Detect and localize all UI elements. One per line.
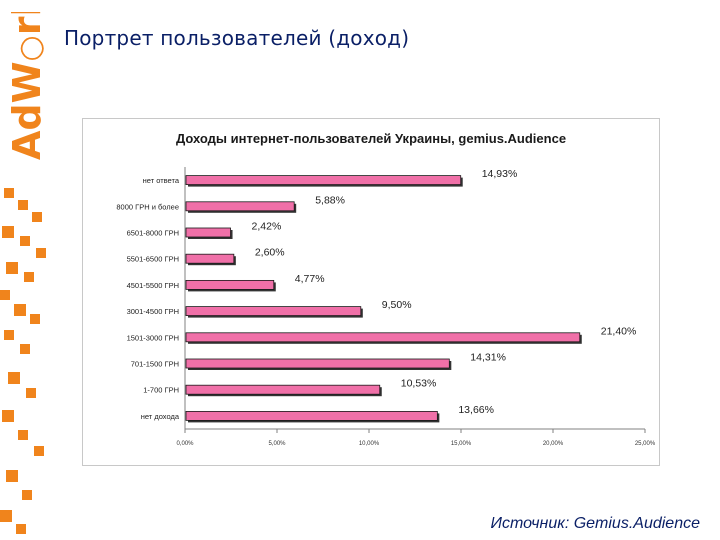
- value-label: 13,66%: [458, 404, 494, 416]
- bar: [185, 306, 362, 317]
- value-label: 9,50%: [382, 299, 412, 311]
- income-bar-chart: 0,00% 5,00% 10,00% 15,00% 20,00% 25,00% нет от…: [116, 167, 656, 447]
- value-label: 14,31%: [470, 352, 506, 364]
- category-label: 5501-6500 ГРН: [127, 255, 179, 264]
- bar: [185, 227, 231, 238]
- value-label: 4,77%: [295, 273, 325, 285]
- x-tick-label: 0,00%: [176, 441, 194, 447]
- bar: [185, 201, 295, 212]
- bar: [185, 410, 438, 421]
- decor-square: [2, 410, 14, 422]
- decor-square: [6, 262, 18, 274]
- decor-square: [22, 490, 32, 500]
- bar: [185, 253, 235, 264]
- decor-square: [2, 226, 14, 238]
- bar: [185, 279, 275, 290]
- decor-square: [8, 372, 20, 384]
- value-label: 5,88%: [315, 194, 345, 206]
- category-label: 8000 ГРН и более: [116, 202, 179, 211]
- source-note: Источник: Gemius.Audience: [490, 515, 701, 532]
- x-tick-label: 5,00%: [268, 441, 286, 447]
- category-label: 3001-4500 ГРН: [127, 307, 179, 316]
- category-label: 1-700 ГРН: [143, 386, 179, 395]
- decor-square: [18, 200, 28, 210]
- decor-square: [30, 314, 40, 324]
- decorative-side-band: [0, 188, 46, 534]
- decor-square: [4, 330, 14, 340]
- decor-square: [20, 236, 30, 246]
- value-label: 2,60%: [255, 247, 285, 259]
- value-label: 21,40%: [601, 325, 637, 337]
- value-label: 14,93%: [482, 168, 518, 180]
- adwork-logo: AdW○rk: [5, 12, 46, 160]
- decor-square: [0, 290, 10, 300]
- chart-title: Доходы интернет-пользователей Украины, g…: [175, 131, 567, 146]
- decor-square: [0, 510, 12, 522]
- decor-square: [24, 272, 34, 282]
- bar: [185, 384, 381, 395]
- category-label: нет дохода: [141, 412, 180, 421]
- x-tick-label: 20,00%: [543, 441, 564, 447]
- decor-square: [20, 344, 30, 354]
- bar: [185, 175, 462, 185]
- category-label: 6501-8000 ГРН: [127, 229, 179, 238]
- x-tick-label: 10,00%: [359, 441, 380, 447]
- bar: [185, 332, 581, 343]
- decor-square: [18, 430, 28, 440]
- page-title: Портрет пользователей (доход): [64, 26, 410, 50]
- decor-square: [14, 304, 26, 316]
- chart-frame: Доходы интернет-пользователей Украины, g…: [82, 118, 660, 466]
- decor-square: [26, 388, 36, 398]
- value-label: 10,53%: [401, 378, 437, 390]
- value-label: 2,42%: [252, 221, 282, 233]
- decor-square: [6, 470, 18, 482]
- x-tick-label: 25,00%: [635, 441, 656, 447]
- x-tick-label: 15,00%: [451, 441, 472, 447]
- category-label: нет ответа: [143, 176, 180, 185]
- decor-square: [34, 446, 44, 456]
- category-label: 4501-5500 ГРН: [127, 281, 179, 290]
- svg-text:AdW○rk: AdW○rk: [5, 12, 46, 160]
- category-label: 701-1500 ГРН: [131, 360, 179, 369]
- category-label: 1501-3000 ГРН: [127, 333, 179, 342]
- decor-square: [36, 248, 46, 258]
- decor-square: [4, 188, 14, 198]
- decor-square: [32, 212, 42, 222]
- bar: [185, 358, 450, 369]
- decor-square: [16, 524, 26, 534]
